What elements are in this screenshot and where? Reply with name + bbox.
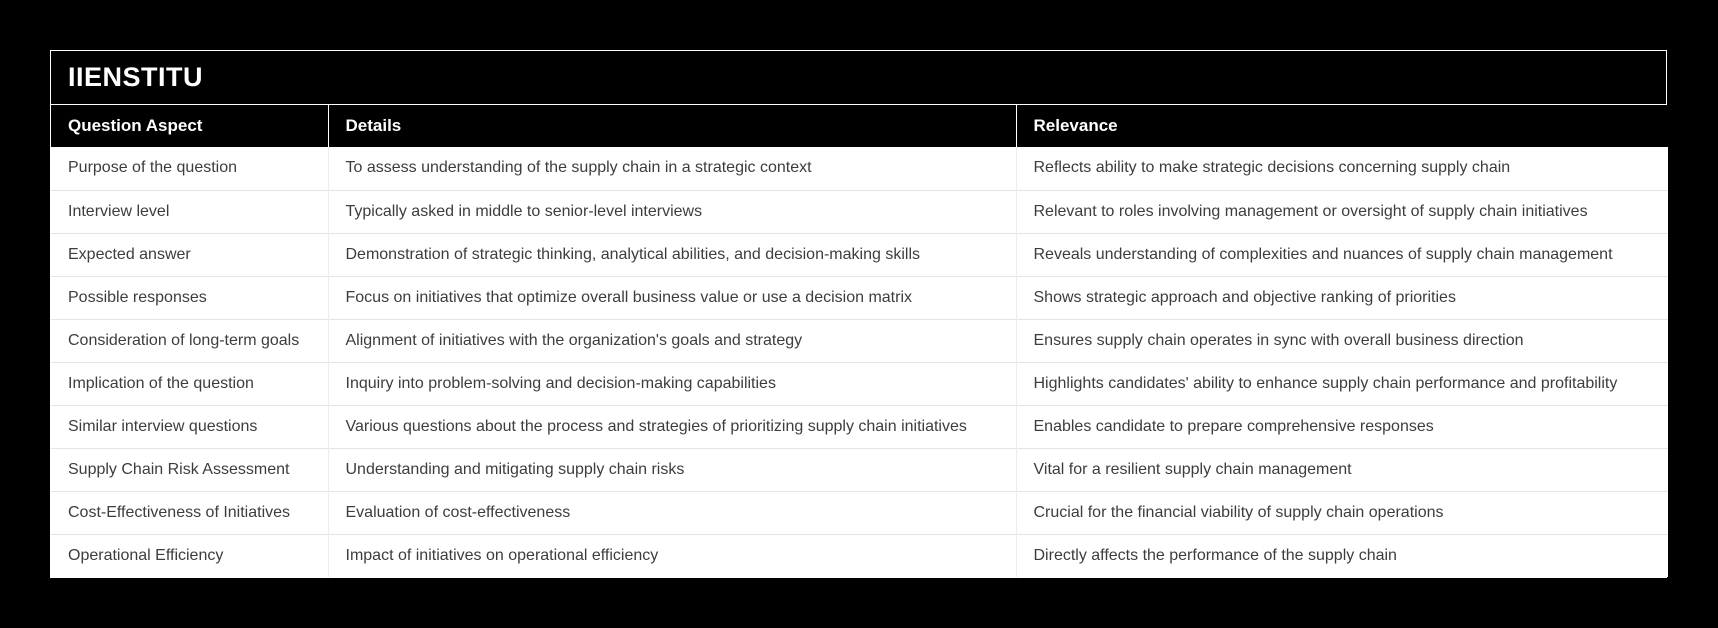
table-cell-details: Alignment of initiatives with the organi… <box>327 318 1016 362</box>
table-cell-details: To assess understanding of the supply ch… <box>327 147 1016 190</box>
table-cell-aspect: Possible responses <box>51 275 328 319</box>
table-row: Consideration of long-term goals Alignmen… <box>51 318 1668 362</box>
table-cell-aspect: Similar interview questions <box>51 404 328 448</box>
table-cell-aspect: Supply Chain Risk Assessment <box>51 447 328 491</box>
table-cell-aspect: Consideration of long-term goals <box>51 318 328 362</box>
table-row: Cost-Effectiveness of Initiatives Evaluat… <box>51 490 1668 534</box>
table-cell-details: Focus on initiatives that optimize overa… <box>327 275 1016 319</box>
table-cell-aspect: Cost-Effectiveness of Initiatives <box>51 490 328 534</box>
table-header-row: Question Aspect Details Relevance <box>51 105 1668 147</box>
table-cell-relevance: Highlights candidates' ability to enhanc… <box>1015 361 1668 405</box>
table-row: Expected answer Demonstration of strategi… <box>51 232 1668 276</box>
table-cell-relevance: Reflects ability to make strategic decis… <box>1015 147 1668 190</box>
column-header-relevance: Relevance <box>1015 105 1668 147</box>
table-cell-details: Typically asked in middle to senior-leve… <box>327 189 1016 233</box>
table-row: Operational Efficiency Impact of initiati… <box>51 533 1668 577</box>
table-cell-aspect: Interview level <box>51 189 328 233</box>
table-cell-relevance: Shows strategic approach and objective r… <box>1015 275 1668 319</box>
column-header-question-aspect: Question Aspect <box>51 105 328 147</box>
table-cell-details: Inquiry into problem-solving and decisio… <box>327 361 1016 405</box>
table-cell-relevance: Ensures supply chain operates in sync wi… <box>1015 318 1668 362</box>
table-row: Interview level Typically asked in middle… <box>51 189 1668 233</box>
data-table: Question Aspect Details Relevance Purpos… <box>51 105 1668 577</box>
table-row: Possible responses Focus on initiatives t… <box>51 275 1668 319</box>
table-body: Purpose of the question To assess underst… <box>51 147 1668 577</box>
table-cell-details: Demonstration of strategic thinking, ana… <box>327 232 1016 276</box>
table-cell-aspect: Implication of the question <box>51 361 328 405</box>
table-card: IIENSTITU Question Aspect Details Releva… <box>50 50 1668 578</box>
brand-title: IIENSTITU <box>68 62 204 92</box>
table-cell-aspect: Purpose of the question <box>51 147 328 190</box>
table-cell-relevance: Enables candidate to prepare comprehensi… <box>1015 404 1668 448</box>
table-row: Similar interview questions Various quest… <box>51 404 1668 448</box>
table-cell-aspect: Expected answer <box>51 232 328 276</box>
table-cell-details: Impact of initiatives on operational eff… <box>327 533 1016 577</box>
table-cell-relevance: Relevant to roles involving management o… <box>1015 189 1668 233</box>
table-row: Implication of the question Inquiry into … <box>51 361 1668 405</box>
table-cell-relevance: Directly affects the performance of the … <box>1015 533 1668 577</box>
title-bar: IIENSTITU <box>51 51 1666 105</box>
table-cell-relevance: Vital for a resilient supply chain manag… <box>1015 447 1668 491</box>
column-header-details: Details <box>327 105 1016 147</box>
table-cell-relevance: Reveals understanding of complexities an… <box>1015 232 1668 276</box>
table-cell-details: Evaluation of cost-effectiveness <box>327 490 1016 534</box>
table-row: Supply Chain Risk Assessment Understandin… <box>51 447 1668 491</box>
table-header: Question Aspect Details Relevance <box>51 105 1668 147</box>
table-cell-details: Understanding and mitigating supply chai… <box>327 447 1016 491</box>
table-cell-relevance: Crucial for the financial viability of s… <box>1015 490 1668 534</box>
table-row: Purpose of the question To assess underst… <box>51 147 1668 190</box>
table-cell-aspect: Operational Efficiency <box>51 533 328 577</box>
table-cell-details: Various questions about the process and … <box>327 404 1016 448</box>
